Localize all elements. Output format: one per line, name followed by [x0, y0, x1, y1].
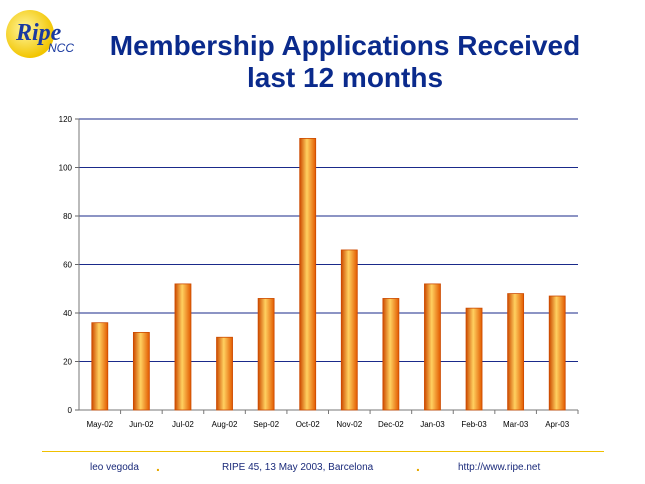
y-tick-label: 80 [63, 212, 72, 221]
bar-dec-02 [382, 298, 400, 411]
slide-title: Membership Applications Received last 12… [60, 30, 630, 94]
x-tick-label: Feb-03 [461, 420, 487, 429]
x-tick-label: Nov-02 [336, 420, 362, 429]
title-line-1: Membership Applications Received [109, 30, 581, 61]
bar-sep-02 [257, 298, 275, 411]
logo-word: Ripe [15, 20, 62, 46]
x-tick-labels: May-02 Jun-02 Jul-02 Aug-02 Sep-02 Oct-02 Nov-… [86, 420, 569, 429]
y-tick-label: 40 [63, 309, 72, 318]
y-tick-label: 60 [63, 261, 72, 270]
y-tick-labels: 0 20 40 60 80 100 120 [59, 115, 73, 415]
bar-oct-02 [299, 137, 317, 411]
x-tick-label: Aug-02 [212, 420, 238, 429]
bar-may-02 [91, 322, 109, 411]
bar-apr-03 [548, 295, 566, 411]
y-tick-label: 20 [63, 358, 72, 367]
x-tick-label: Jun-02 [129, 420, 154, 429]
y-tick-label: 0 [68, 406, 73, 415]
footer-separator-1: . [156, 458, 160, 474]
bar-nov-02 [340, 249, 358, 411]
bars [91, 137, 566, 411]
x-tick-label: Mar-03 [503, 420, 529, 429]
logo-sub: NCC [48, 41, 74, 55]
footer-separator-2: . [416, 458, 420, 474]
grid-lines [75, 118, 578, 411]
footer-event: RIPE 45, 13 May 2003, Barcelona [222, 462, 374, 473]
bar-mar-03 [507, 293, 525, 411]
bar-jun-02 [132, 331, 150, 411]
x-tick-label: Oct-02 [296, 420, 321, 429]
footer-author: leo vegoda [90, 462, 139, 473]
x-tick-label: May-02 [86, 420, 113, 429]
sun-logo-icon [6, 10, 54, 58]
x-tick-label: Jan-03 [420, 420, 445, 429]
x-tick-label: Apr-03 [545, 420, 570, 429]
y-tick-label: 100 [59, 164, 73, 173]
ripe-ncc-logo: Ripe NCC [6, 10, 74, 58]
x-tick-label: Dec-02 [378, 420, 404, 429]
title-line-2: last 12 months [246, 62, 444, 93]
bar-jul-02 [174, 283, 192, 411]
footer-divider [42, 451, 604, 452]
y-tick-label: 120 [59, 115, 73, 124]
footer-url[interactable]: http://www.ripe.net [458, 462, 541, 473]
axes [78, 119, 579, 414]
x-tick-label: Sep-02 [253, 420, 279, 429]
bar-feb-03 [465, 307, 483, 411]
bar-jan-03 [424, 283, 441, 411]
bar-aug-02 [216, 336, 233, 411]
x-tick-label: Jul-02 [172, 420, 194, 429]
